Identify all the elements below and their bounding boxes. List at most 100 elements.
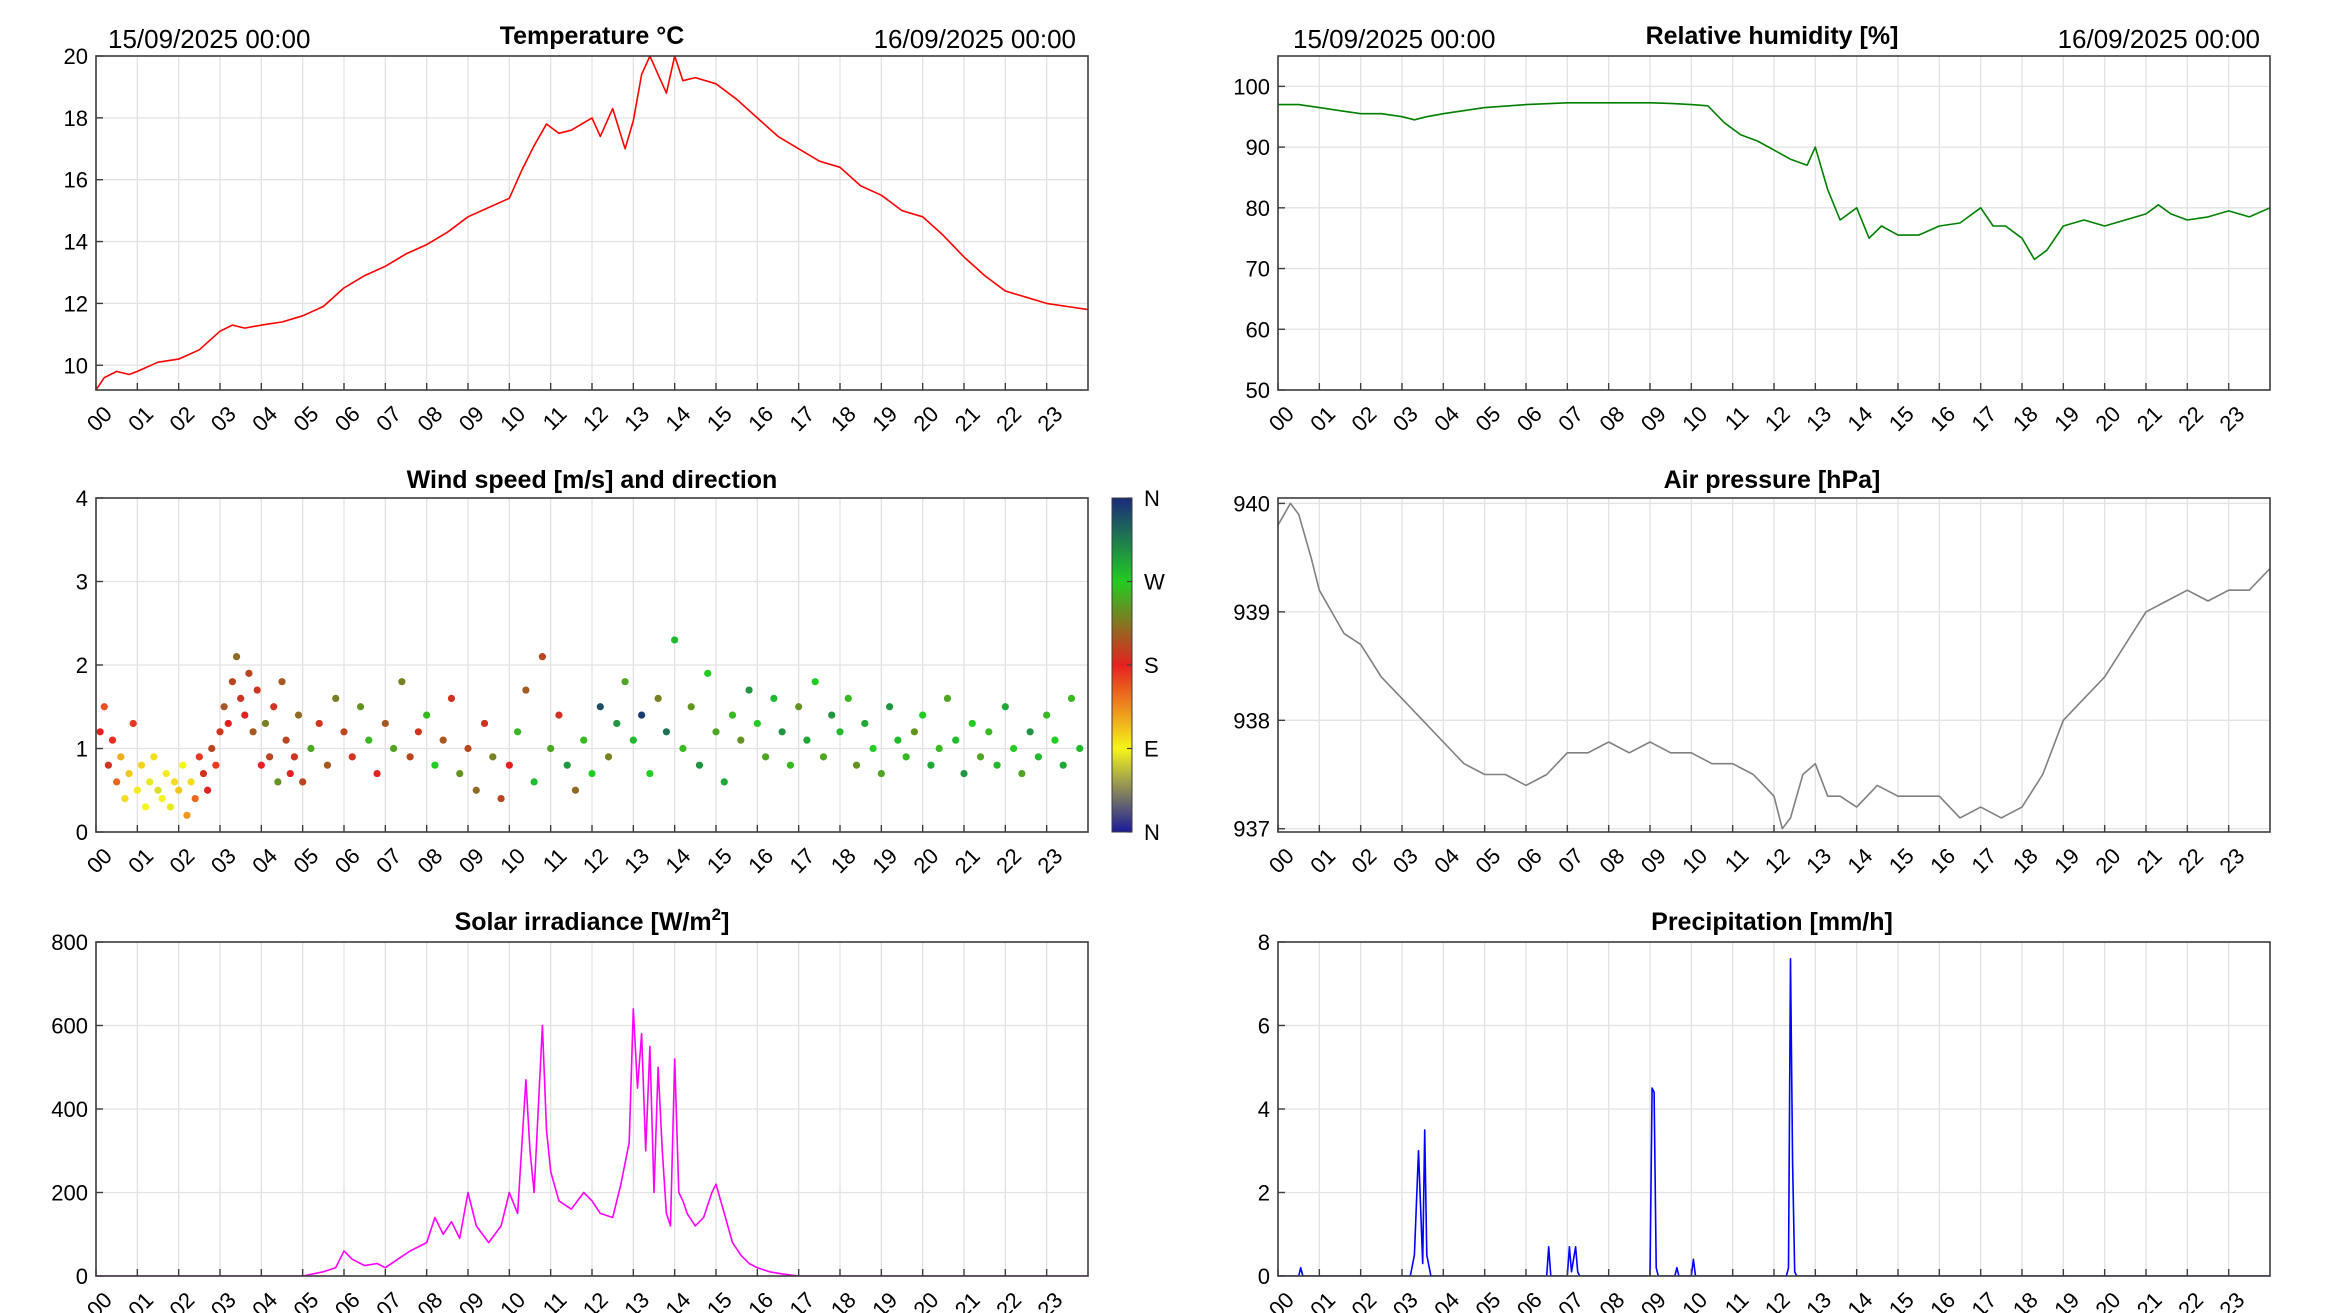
humidity-ytick-label: 70 [1246,257,1270,282]
solar-xtick-label: 03 [206,1287,241,1313]
colorbar-label: S [1144,653,1159,678]
wind-point [274,778,282,786]
wind-point [249,728,257,736]
precipitation-xtick-label: 10 [1677,1287,1712,1313]
solar-xtick-label: 22 [991,1287,1026,1313]
humidity-xtick-label: 04 [1429,401,1464,436]
temperature-series-line [96,56,1088,390]
wind-xtick-label: 23 [1033,843,1068,878]
humidity-ytick-label: 100 [1233,74,1270,99]
wind-ytick-label: 1 [76,737,88,762]
wind-point [1051,736,1059,744]
wind-point [737,736,745,744]
wind-point [613,719,621,728]
wind-point [179,761,187,769]
wind-point [204,786,212,794]
pressure-xtick-label: 18 [2008,843,2043,878]
temperature-ytick-label: 16 [64,168,88,193]
wind-point [100,703,108,711]
solar-xtick-label: 11 [538,1287,572,1313]
pressure-xtick-label: 23 [2215,843,2250,878]
precipitation-axes-frame [1277,941,2271,1277]
wind-point [894,736,902,744]
wind-point [580,736,588,744]
wind-point [104,761,112,769]
humidity-xtick-label: 01 [1305,401,1340,436]
humidity-xtick-label: 14 [1843,401,1878,436]
wind-point [538,653,547,661]
pressure-xtick-label: 07 [1553,843,1588,878]
precipitation-xtick-label: 16 [1925,1287,1960,1313]
precipitation-xtick-label: 12 [1760,1287,1795,1313]
wind-xtick-label: 11 [538,843,572,877]
pressure-xtick-label: 15 [1884,843,1919,878]
wind-point [505,761,513,769]
wind-ytick-label: 4 [76,486,88,511]
pressure-xtick-label: 11 [1720,843,1754,877]
solar-title: Solar irradiance [W/m2] [455,905,730,936]
wind-point [588,769,596,778]
wind-point [480,719,489,728]
wind-point [497,795,505,803]
pressure-xtick-label: 00 [1264,843,1299,878]
humidity-ytick-label: 50 [1246,378,1270,403]
wind-axes-frame [95,497,1089,833]
wind-point [522,686,530,694]
wind-point [340,728,348,736]
pressure-xtick-label: 13 [1801,843,1836,878]
wind-point [1076,744,1084,753]
wind-point [952,736,960,744]
colorbar-label: N [1144,486,1160,511]
wind-point [1010,744,1018,753]
temperature-xtick-label: 14 [661,401,696,436]
wind-point [704,669,712,677]
wind-point [146,778,154,786]
wind-point [96,728,104,736]
temperature-xtick-label: 18 [826,401,861,436]
wind-point [154,786,162,794]
wind-point [245,669,253,677]
wind-point [828,711,836,719]
wind-point [166,803,174,811]
humidity-xtick-label: 13 [1801,401,1836,436]
precipitation-xtick-label: 11 [1720,1287,1754,1313]
wind-point [290,753,298,761]
wind-xtick-label: 07 [371,843,406,878]
temperature-xtick-label: 22 [991,401,1026,436]
pressure-xtick-label: 10 [1677,843,1712,878]
pressure-ytick-label: 939 [1233,600,1270,625]
solar-xtick-label: 23 [1033,1287,1068,1313]
temperature-ytick-label: 12 [64,291,88,316]
wind-point [927,761,935,769]
temperature-xtick-label: 08 [413,401,448,436]
humidity-xtick-label: 16 [1925,401,1960,436]
temperature-ytick-label: 18 [64,106,88,131]
solar-xtick-label: 02 [165,1287,200,1313]
wind-point [216,728,224,736]
wind-point [720,778,728,786]
wind-point [489,753,497,761]
precipitation-xtick-label: 15 [1884,1287,1919,1313]
wind-point [464,744,472,753]
wind-point [604,753,613,761]
wind-point [1034,753,1042,761]
precipitation-ytick-label: 6 [1258,1014,1270,1039]
colorbar-label: E [1144,737,1159,762]
precipitation-xtick-label: 23 [2215,1287,2250,1313]
temperature-axes-frame [95,55,1089,391]
wind-point [1067,694,1076,703]
wind-point [786,761,795,769]
temperature-xtick-label: 03 [206,401,241,436]
temperature-xtick-label: 20 [909,401,944,436]
wind-point [286,769,294,778]
solar-xtick-label: 01 [123,1287,158,1313]
wind-xtick-label: 12 [578,843,613,878]
wind-xtick-label: 01 [123,843,158,878]
precipitation-xtick-label: 07 [1553,1287,1588,1313]
wind-xtick-label: 05 [289,843,324,878]
wind-point [472,786,480,794]
solar-ytick-label: 400 [51,1097,88,1122]
wind-point [1001,703,1009,711]
wind-point [220,703,228,711]
humidity-xtick-label: 05 [1471,401,1506,436]
